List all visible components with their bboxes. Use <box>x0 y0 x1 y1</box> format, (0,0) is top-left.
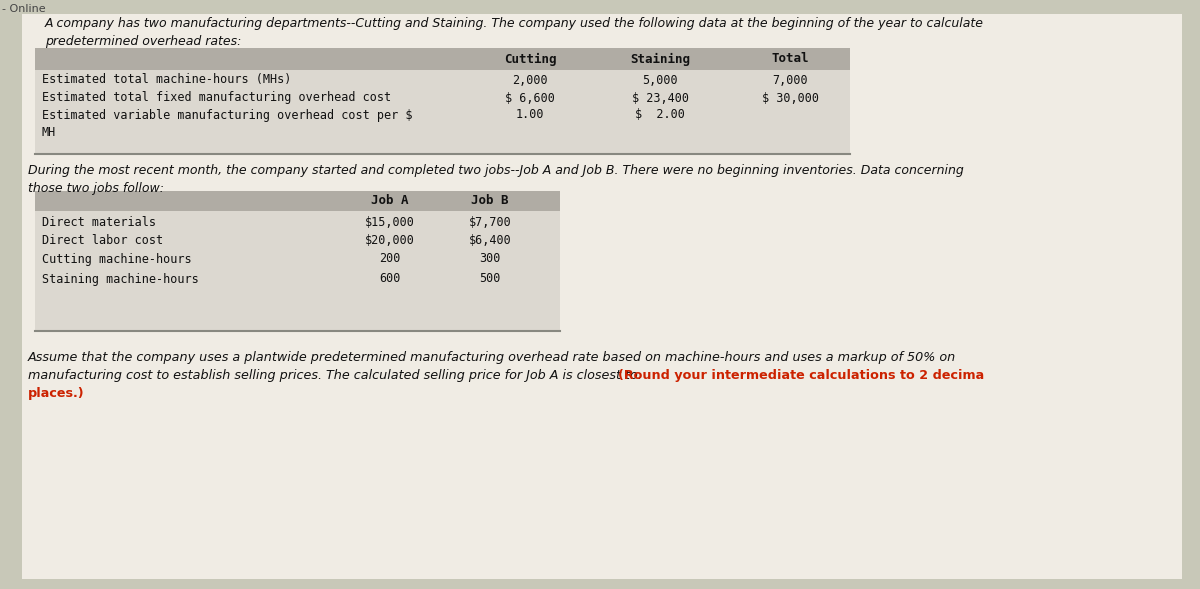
Text: Job A: Job A <box>371 194 409 207</box>
Text: 5,000: 5,000 <box>642 74 678 87</box>
Text: $7,700: $7,700 <box>469 217 511 230</box>
Text: 7,000: 7,000 <box>772 74 808 87</box>
Text: Cutting machine-hours: Cutting machine-hours <box>42 253 192 266</box>
Text: Staining machine-hours: Staining machine-hours <box>42 273 199 286</box>
Text: 300: 300 <box>479 253 500 266</box>
Text: $ 6,600: $ 6,600 <box>505 91 554 104</box>
Text: 600: 600 <box>379 273 401 286</box>
Text: 1.00: 1.00 <box>516 108 545 121</box>
Text: A company has two manufacturing departments--Cutting and Staining. The company u: A company has two manufacturing departme… <box>46 17 984 30</box>
Text: Assume that the company uses a plantwide predetermined manufacturing overhead ra: Assume that the company uses a plantwide… <box>28 351 956 364</box>
FancyBboxPatch shape <box>35 48 850 70</box>
Text: $  2.00: $ 2.00 <box>635 108 685 121</box>
Text: Direct materials: Direct materials <box>42 217 156 230</box>
Text: (Round your intermediate calculations to 2 decima: (Round your intermediate calculations to… <box>618 369 984 382</box>
FancyBboxPatch shape <box>35 211 560 331</box>
Text: Estimated total fixed manufacturing overhead cost: Estimated total fixed manufacturing over… <box>42 91 391 104</box>
Text: Staining: Staining <box>630 52 690 65</box>
Text: 200: 200 <box>379 253 401 266</box>
Text: 500: 500 <box>479 273 500 286</box>
Text: Estimated variable manufacturing overhead cost per $: Estimated variable manufacturing overhea… <box>42 108 413 121</box>
FancyBboxPatch shape <box>35 191 560 211</box>
Text: Estimated total machine-hours (MHs): Estimated total machine-hours (MHs) <box>42 74 292 87</box>
Text: 2,000: 2,000 <box>512 74 548 87</box>
Text: - Online: - Online <box>2 4 46 14</box>
Text: places.): places.) <box>28 387 85 400</box>
Text: $6,400: $6,400 <box>469 234 511 247</box>
Text: $ 30,000: $ 30,000 <box>762 91 818 104</box>
Text: MH: MH <box>42 125 56 138</box>
Text: those two jobs follow:: those two jobs follow: <box>28 182 164 195</box>
Text: During the most recent month, the company started and completed two jobs--Job A : During the most recent month, the compan… <box>28 164 964 177</box>
Text: $15,000: $15,000 <box>365 217 415 230</box>
Text: manufacturing cost to establish selling prices. The calculated selling price for: manufacturing cost to establish selling … <box>28 369 646 382</box>
Text: Cutting: Cutting <box>504 52 557 65</box>
FancyBboxPatch shape <box>22 14 1182 579</box>
FancyBboxPatch shape <box>35 70 850 154</box>
Text: Direct labor cost: Direct labor cost <box>42 234 163 247</box>
Text: predetermined overhead rates:: predetermined overhead rates: <box>46 35 241 48</box>
Text: Total: Total <box>772 52 809 65</box>
Text: $ 23,400: $ 23,400 <box>631 91 689 104</box>
Text: Job B: Job B <box>472 194 509 207</box>
Text: $20,000: $20,000 <box>365 234 415 247</box>
